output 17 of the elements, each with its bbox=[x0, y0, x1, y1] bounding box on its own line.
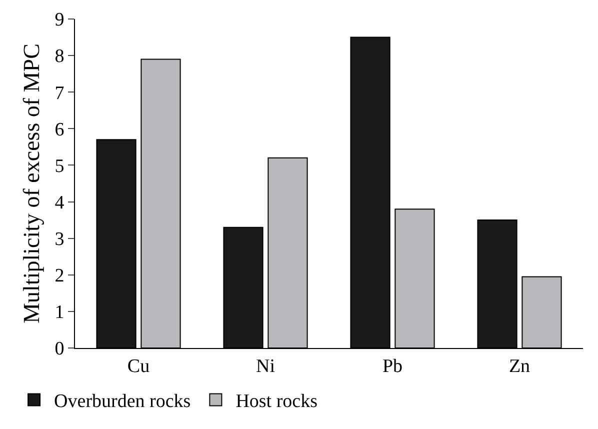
y-tick-label: 3 bbox=[54, 228, 64, 250]
y-tick-label: 7 bbox=[54, 82, 64, 104]
y-tick-label: 6 bbox=[54, 119, 64, 140]
y-tick-label: 5 bbox=[54, 156, 64, 177]
y-axis-title: Multiplicity of excess of MPC bbox=[19, 44, 44, 324]
x-tick-label: Ni bbox=[256, 356, 275, 377]
y-tick-label: 0 bbox=[54, 338, 64, 360]
y-tick-label: 9 bbox=[54, 10, 64, 31]
y-tick-label: 4 bbox=[54, 192, 65, 214]
legend-label: Overburden rocks bbox=[54, 391, 191, 412]
legend-label: Host rocks bbox=[236, 391, 318, 412]
y-tick-label: 8 bbox=[54, 46, 64, 68]
y-tick-label: 1 bbox=[54, 302, 64, 324]
x-tick-label: Zn bbox=[508, 356, 531, 377]
x-tick-label: Pb bbox=[382, 356, 403, 377]
y-tick-label: 2 bbox=[54, 266, 64, 287]
x-tick-label: Cu bbox=[127, 356, 150, 377]
